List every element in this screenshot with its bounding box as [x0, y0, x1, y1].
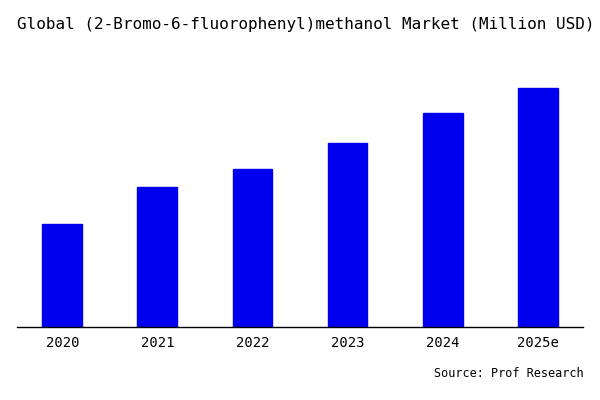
- Bar: [518, 88, 557, 327]
- Bar: [233, 169, 272, 327]
- Text: Source: Prof Research: Source: Prof Research: [434, 368, 583, 380]
- Bar: [328, 143, 367, 327]
- Text: Global (2-Bromo-6-fluorophenyl)methanol Market (Million USD): Global (2-Bromo-6-fluorophenyl)methanol …: [17, 17, 594, 32]
- Bar: [43, 224, 82, 327]
- Bar: [137, 187, 178, 327]
- Bar: [422, 114, 463, 327]
